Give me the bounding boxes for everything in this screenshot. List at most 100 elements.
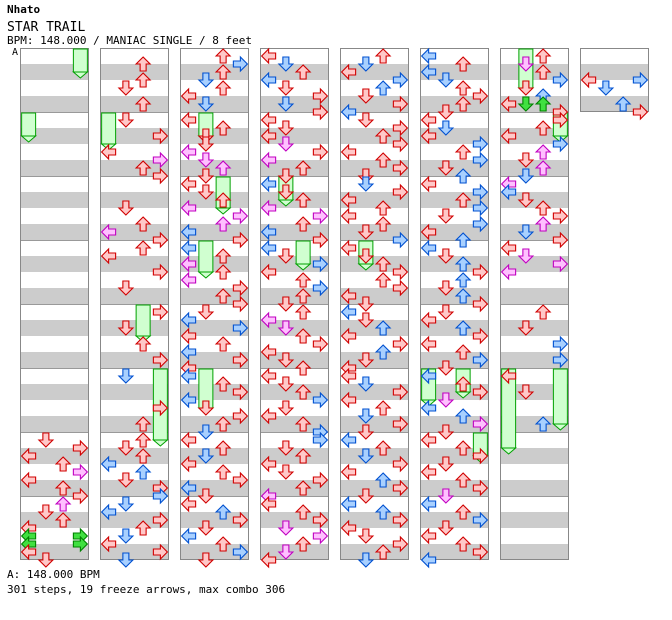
red-arrow-icon: [437, 304, 455, 320]
beat-stripe: [260, 512, 329, 528]
beat-stripe: [420, 480, 489, 496]
red-arrow-icon: [294, 160, 312, 176]
freeze-arrow-icon: [72, 48, 88, 73]
freeze-tail: [20, 135, 37, 143]
red-arrow-icon: [420, 311, 437, 329]
freeze-arrow-icon: [21, 112, 37, 137]
red-arrow-icon: [500, 127, 517, 145]
red-arrow-icon: [134, 520, 152, 536]
red-arrow-icon: [392, 415, 409, 433]
blue-arrow-icon: [357, 448, 375, 464]
beat-stripe: [20, 320, 89, 336]
red-arrow-icon: [454, 96, 472, 112]
bpm-legend: A: 148.000 BPM: [7, 568, 100, 581]
pink-arrow-icon: [232, 207, 249, 225]
blue-arrow-icon: [374, 344, 392, 360]
beat-stripe: [500, 256, 569, 272]
freeze-tail: [294, 263, 312, 271]
red-arrow-icon: [437, 424, 455, 440]
red-arrow-icon: [197, 552, 215, 568]
beat-stripe: [20, 256, 89, 272]
red-arrow-icon: [357, 352, 375, 368]
beat-stripe: [580, 96, 649, 112]
red-arrow-icon: [472, 87, 489, 105]
red-arrow-icon: [454, 376, 472, 392]
blue-arrow-icon: [197, 424, 215, 440]
blue-arrow-icon: [552, 335, 569, 353]
red-arrow-icon: [294, 304, 312, 320]
beat-stripe: [340, 96, 409, 112]
beat-stripe: [100, 416, 169, 432]
red-arrow-icon: [214, 536, 232, 552]
beat-stripe: [500, 160, 569, 176]
red-arrow-icon: [134, 240, 152, 256]
red-arrow-icon: [312, 143, 329, 161]
beat-stripe: [260, 480, 329, 496]
column-border: [500, 48, 569, 560]
red-arrow-icon: [214, 48, 232, 64]
red-arrow-icon: [232, 279, 249, 297]
red-arrow-icon: [152, 351, 169, 369]
red-arrow-icon: [340, 519, 357, 537]
pink-arrow-icon: [277, 320, 295, 336]
red-arrow-icon: [100, 143, 117, 161]
blue-arrow-icon: [552, 351, 569, 369]
freeze-tail: [357, 263, 375, 271]
freeze-tail: [454, 391, 472, 399]
blue-arrow-icon: [437, 120, 455, 136]
red-arrow-icon: [260, 343, 277, 361]
blue-arrow-icon: [552, 71, 569, 89]
beat-stripe: [100, 384, 169, 400]
red-arrow-icon: [260, 551, 277, 569]
red-arrow-icon: [340, 463, 357, 481]
blue-arrow-icon: [534, 416, 552, 432]
red-arrow-icon: [392, 479, 409, 497]
red-arrow-icon: [294, 272, 312, 288]
beat-stripe: [340, 64, 409, 80]
red-arrow-icon: [152, 231, 169, 249]
pink-arrow-icon: [180, 143, 197, 161]
red-arrow-icon: [134, 216, 152, 232]
blue-arrow-icon: [420, 551, 437, 569]
beat-stripe: [420, 64, 489, 80]
pink-arrow-icon: [180, 271, 197, 289]
red-arrow-icon: [294, 384, 312, 400]
red-arrow-icon: [392, 535, 409, 553]
blue-arrow-icon: [472, 199, 489, 217]
beat-stripe: [420, 192, 489, 208]
red-arrow-icon: [197, 520, 215, 536]
red-arrow-icon: [277, 464, 295, 480]
blue-arrow-icon: [374, 320, 392, 336]
blue-arrow-icon: [420, 399, 437, 417]
beat-stripe: [100, 544, 169, 560]
red-arrow-icon: [232, 471, 249, 489]
red-arrow-icon: [197, 304, 215, 320]
blue-arrow-icon: [134, 464, 152, 480]
blue-arrow-icon: [277, 56, 295, 72]
red-arrow-icon: [357, 112, 375, 128]
beat-stripe: [20, 160, 89, 176]
red-arrow-icon: [517, 80, 535, 96]
chart-info: BPM: 148.000 / MANIAC SINGLE / 8 feet: [7, 34, 253, 47]
green-arrow-icon: [534, 96, 552, 112]
beat-stripe: [20, 480, 89, 496]
red-arrow-icon: [260, 495, 277, 513]
beat-stripe: [340, 192, 409, 208]
beat-stripe: [340, 320, 409, 336]
red-arrow-icon: [454, 144, 472, 160]
red-arrow-icon: [534, 120, 552, 136]
beat-stripe: [180, 352, 249, 368]
red-arrow-icon: [312, 103, 329, 121]
red-arrow-icon: [392, 455, 409, 473]
red-arrow-icon: [517, 192, 535, 208]
red-arrow-icon: [294, 64, 312, 80]
pink-arrow-icon: [277, 520, 295, 536]
red-arrow-icon: [260, 455, 277, 473]
red-arrow-icon: [260, 407, 277, 425]
beat-stripe: [340, 288, 409, 304]
beat-stripe: [100, 288, 169, 304]
red-arrow-icon: [232, 407, 249, 425]
red-arrow-icon: [54, 456, 72, 472]
red-arrow-icon: [357, 88, 375, 104]
blue-arrow-icon: [197, 96, 215, 112]
